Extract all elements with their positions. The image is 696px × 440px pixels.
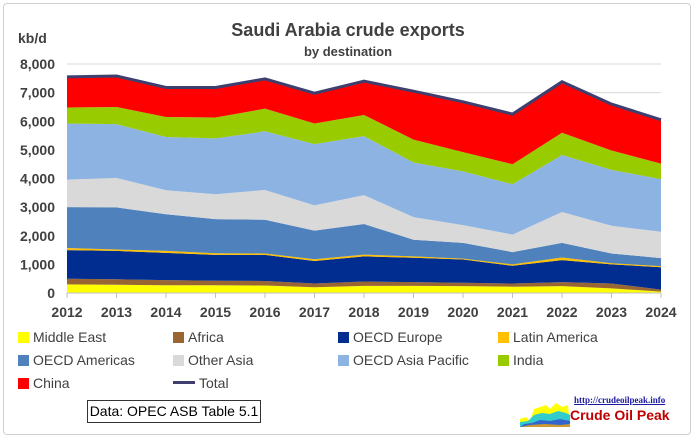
y-tick-label: 0: [47, 285, 55, 301]
legend-swatch: [18, 378, 29, 389]
legend-label: Other Asia: [188, 352, 254, 368]
y-tick-label: 2,000: [20, 228, 55, 244]
legend-swatch: [338, 355, 349, 366]
area-other-asia: [67, 177, 661, 259]
legend-item-latin-america: Latin America: [498, 329, 598, 345]
legend-label: Total: [199, 375, 229, 391]
logo-name: Crude Oil Peak: [570, 407, 670, 423]
x-tick-label: 2017: [299, 304, 330, 320]
x-tick-label: 2023: [596, 304, 627, 320]
source-note: Data: OPEC ASB Table 5.1: [87, 400, 261, 423]
y-tick-label: 5,000: [20, 142, 55, 158]
x-tick-label: 2012: [51, 304, 82, 320]
x-tick-label: 2021: [497, 304, 528, 320]
logo-url-link[interactable]: http://crudeoilpeak.info: [574, 395, 666, 405]
legend-item-china: China: [18, 375, 70, 391]
legend-label: OECD Europe: [353, 329, 443, 345]
area-middle-east: [67, 284, 661, 293]
area-india: [67, 106, 661, 185]
area-africa: [67, 278, 661, 292]
legend-swatch: [498, 332, 509, 343]
x-tick-label: 2019: [398, 304, 429, 320]
legend-item-africa: Africa: [173, 329, 224, 345]
y-tick-label: 6,000: [20, 113, 55, 129]
area-china: [67, 76, 661, 165]
x-tick-label: 2024: [645, 304, 676, 320]
area-oecd-europe: [67, 250, 661, 290]
legend-swatch: [18, 332, 29, 343]
y-tick-label: 1,000: [20, 256, 55, 272]
area-oecd-americas: [67, 207, 661, 267]
area-oecd-asia-pacific: [67, 123, 661, 235]
area-latin-america: [67, 248, 661, 268]
legend-item-other-asia: Other Asia: [173, 352, 253, 368]
chart-title: Saudi Arabia crude exports: [231, 20, 465, 40]
logo-chart-icon: [520, 403, 570, 427]
x-tick-label: 2014: [150, 304, 181, 320]
y-tick-label: 4,000: [20, 171, 55, 187]
legend-swatch: [338, 332, 349, 343]
legend-item-total: Total: [173, 375, 229, 391]
x-tick-label: 2016: [249, 304, 280, 320]
legend-swatch: [173, 381, 195, 384]
x-tick-label: 2018: [348, 304, 379, 320]
chart-frame: [3, 3, 691, 435]
legend-label: Africa: [188, 329, 224, 345]
legend-swatch: [498, 355, 509, 366]
legend-item-india: India: [498, 352, 543, 368]
legend-label: China: [33, 375, 70, 391]
legend-item-oecd-asia-pacific: OECD Asia Pacific: [338, 352, 469, 368]
y-axis-label: kb/d: [18, 30, 47, 46]
x-tick-label: 2020: [447, 304, 478, 320]
crude-oil-peak-logo[interactable]: http://crudeoilpeak.info Crude Oil Peak: [518, 393, 688, 429]
legend-label: OECD Asia Pacific: [353, 352, 469, 368]
y-tick-label: 8,000: [20, 56, 55, 72]
legend-item-oecd-americas: OECD Americas: [18, 352, 135, 368]
legend-swatch: [173, 355, 184, 366]
legend-label: Middle East: [33, 329, 107, 345]
legend-item-oecd-europe: OECD Europe: [338, 329, 442, 345]
chart-subtitle: by destination: [303, 44, 393, 59]
legend-label: Latin America: [513, 329, 598, 345]
legend-swatch: [18, 355, 29, 366]
x-tick-label: 2013: [101, 304, 132, 320]
y-tick-label: 3,000: [20, 199, 55, 215]
legend-swatch: [173, 332, 184, 343]
y-tick-label: 7,000: [20, 85, 55, 101]
legend-item-middle-east: Middle East: [18, 329, 106, 345]
legend-label: India: [513, 352, 544, 368]
total-line: [66, 74, 662, 122]
x-tick-label: 2022: [546, 304, 577, 320]
x-tick-label: 2015: [200, 304, 231, 320]
legend-label: OECD Americas: [33, 352, 135, 368]
